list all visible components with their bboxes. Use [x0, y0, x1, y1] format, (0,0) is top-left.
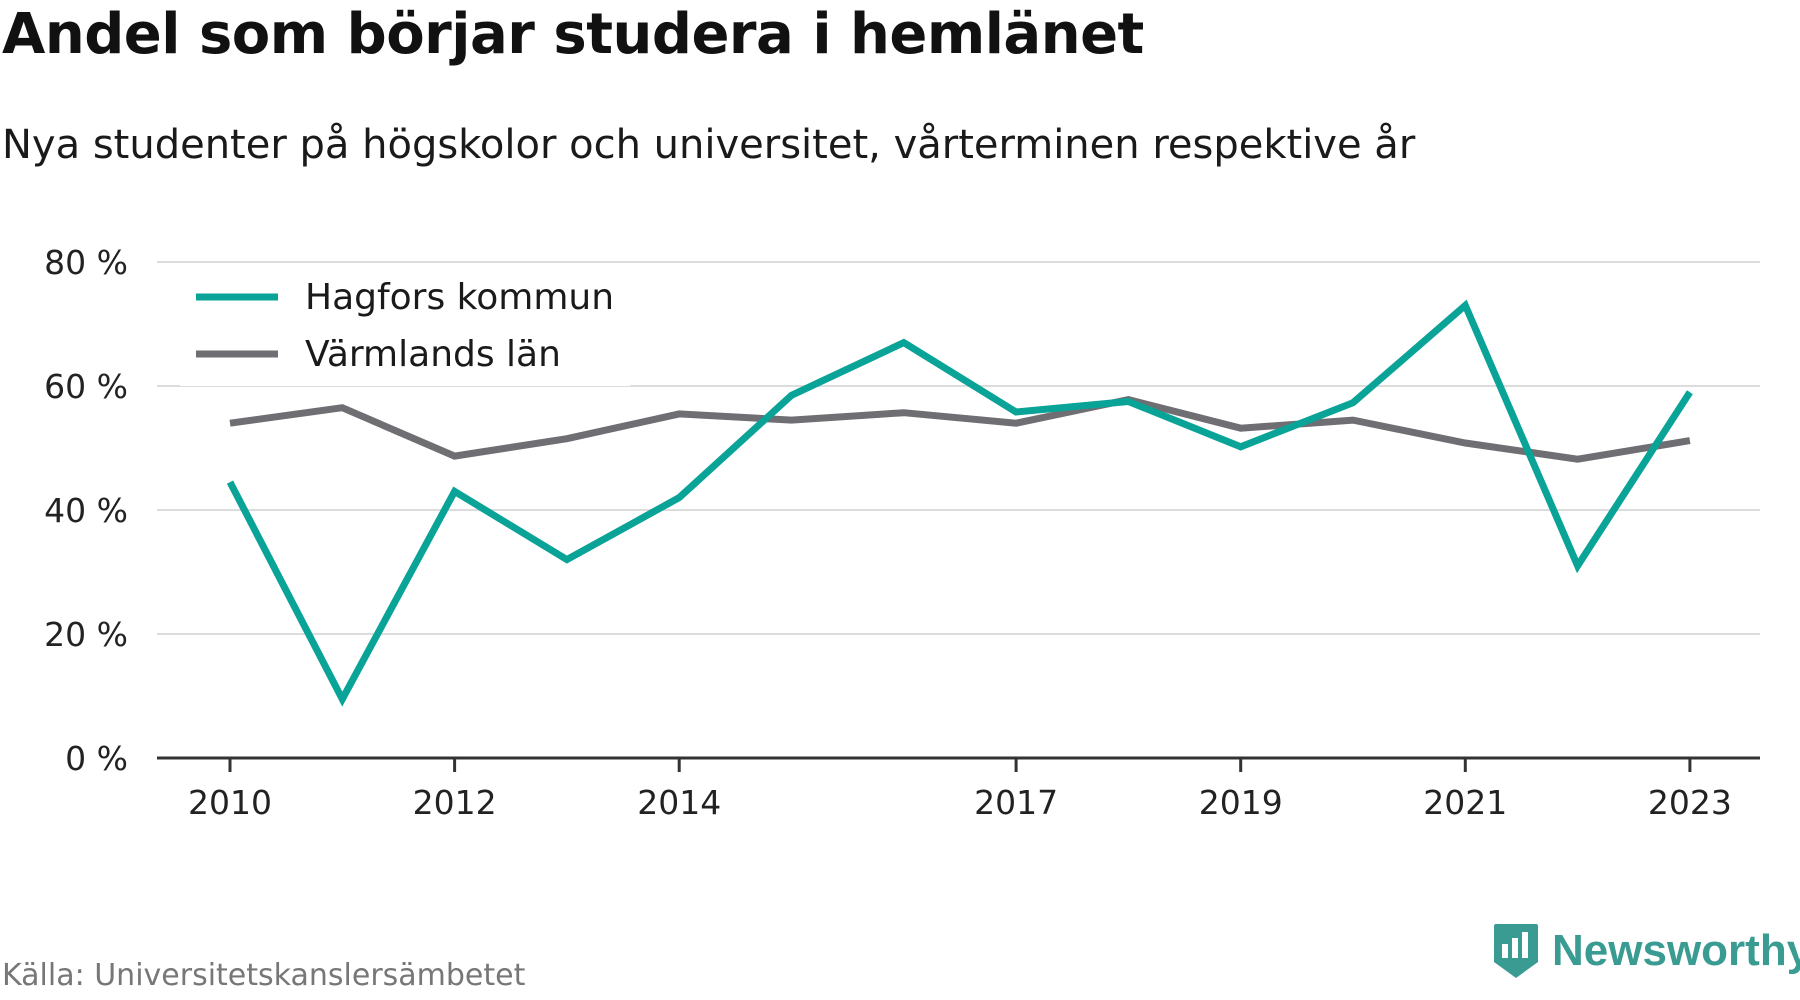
- x-tick-label: 2010: [188, 783, 272, 822]
- series-line-hagfors-kommun: [226, 299, 1693, 707]
- legend-label: Värmlands län: [305, 334, 561, 375]
- brand-name: Newsworthy: [1552, 926, 1800, 975]
- y-tick-label: 60 %: [44, 367, 128, 406]
- x-tick-label: 2019: [1199, 783, 1283, 822]
- x-tick-label: 2014: [637, 783, 721, 822]
- legend-box: [180, 268, 630, 386]
- y-tick-label: 0 %: [65, 739, 128, 778]
- legend-label: Hagfors kommun: [305, 277, 614, 318]
- x-tick-label: 2017: [974, 783, 1058, 822]
- source-note: Källa: Universitetskanslersämbetet: [2, 958, 526, 993]
- y-tick-label: 40 %: [44, 491, 128, 530]
- chart-subtitle: Nya studenter på högskolor och universit…: [2, 122, 1416, 168]
- y-tick-label: 20 %: [44, 615, 128, 654]
- x-tick-label: 2012: [413, 783, 497, 822]
- chart-title: Andel som börjar studera i hemlänet: [2, 2, 1144, 67]
- x-tick-label: 2021: [1423, 783, 1507, 822]
- newsworthy-logo-icon: [1494, 924, 1538, 978]
- y-tick-label: 80 %: [44, 243, 128, 282]
- x-tick-label: 2023: [1648, 783, 1732, 822]
- series-line-värmlands-län: [229, 396, 1691, 463]
- newsworthy-brand[interactable]: Newsworthy: [1492, 922, 1800, 980]
